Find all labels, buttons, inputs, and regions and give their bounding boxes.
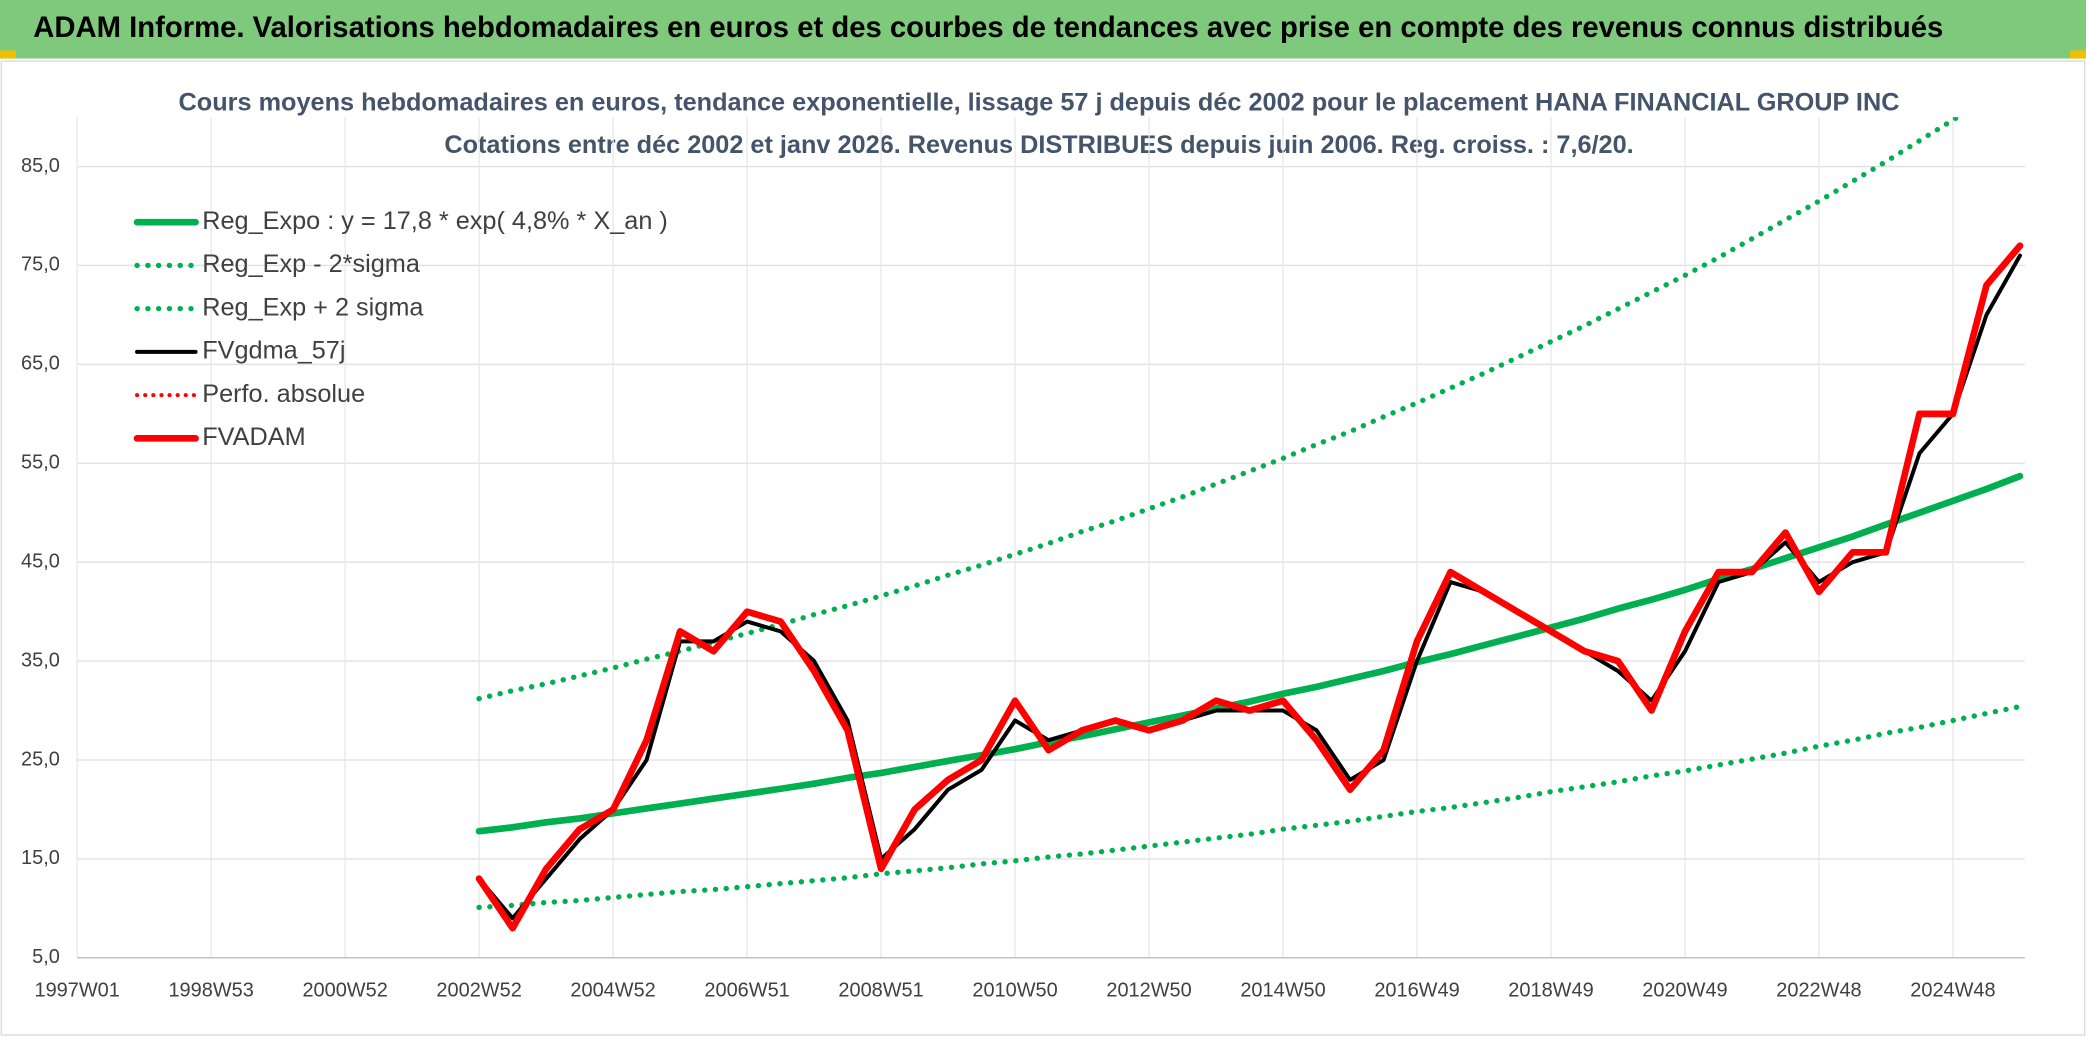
x-tick-label: 2006W51	[704, 979, 789, 1001]
y-tick-label: 65,0	[21, 353, 60, 375]
x-tick-label: 1997W01	[34, 979, 119, 1001]
y-tick-label: 15,0	[21, 847, 60, 869]
y-tick-label: 85,0	[21, 155, 60, 177]
x-tick-label: 2014W50	[1240, 979, 1325, 1001]
legend-label: Reg_Expo : y = 17,8 * exp( 4,8% * X_an )	[202, 207, 668, 235]
corner	[2070, 50, 2086, 59]
chart-subtitle: Cotations entre déc 2002 et janv 2026. R…	[444, 131, 1633, 159]
series-line	[476, 703, 2023, 911]
corner	[0, 50, 16, 59]
series-line	[475, 242, 2024, 932]
legend-label: Perfo. absolue	[202, 380, 365, 408]
chart-frame	[0, 60, 2086, 1036]
legend: Reg_Expo : y = 17,8 * exp( 4,8% * X_an )…	[133, 207, 668, 451]
header-title: ADAM Informe. Valorisations hebdomadaire…	[33, 12, 1943, 44]
series-line	[476, 117, 1963, 702]
y-tick-label: 35,0	[21, 649, 60, 671]
chart-title: Cours moyens hebdomadaires en euros, ten…	[179, 88, 1900, 116]
grid: 5,0 15,0 25,0 35,0 45,0 55,0 65,0 75,0 85,0 1997W…	[21, 117, 2025, 1001]
legend-label: FVgdma_57j	[202, 337, 345, 365]
y-tick-label: 45,0	[21, 550, 60, 572]
legend-label: Reg_Exp + 2 sigma	[202, 293, 424, 321]
x-tick-label: 1998W53	[168, 979, 253, 1001]
series-line	[475, 472, 2024, 835]
legend-label: FVADAM	[202, 423, 305, 451]
x-tick-label: 2002W52	[436, 979, 521, 1001]
y-tick-label: 25,0	[21, 748, 60, 770]
x-tick-label: 2004W52	[570, 979, 655, 1001]
y-tick-label: 55,0	[21, 452, 60, 474]
header-bar	[0, 0, 2086, 59]
x-tick-label: 2000W52	[302, 979, 387, 1001]
x-tick-label: 2010W50	[972, 979, 1057, 1001]
x-tick-label: 2022W48	[1776, 979, 1861, 1001]
x-tick-label: 2024W48	[1910, 979, 1995, 1001]
x-tick-label: 2016W49	[1374, 979, 1459, 1001]
x-tick-label: 2012W50	[1106, 979, 1191, 1001]
y-tick-label: 5,0	[32, 946, 60, 968]
x-tick-label: 2008W51	[838, 979, 923, 1001]
x-tick-label: 2018W49	[1508, 979, 1593, 1001]
x-tick-label: 2020W49	[1642, 979, 1727, 1001]
plot-area	[475, 117, 2024, 932]
y-tick-label: 75,0	[21, 254, 60, 276]
legend-label: Reg_Exp - 2*sigma	[202, 250, 421, 278]
